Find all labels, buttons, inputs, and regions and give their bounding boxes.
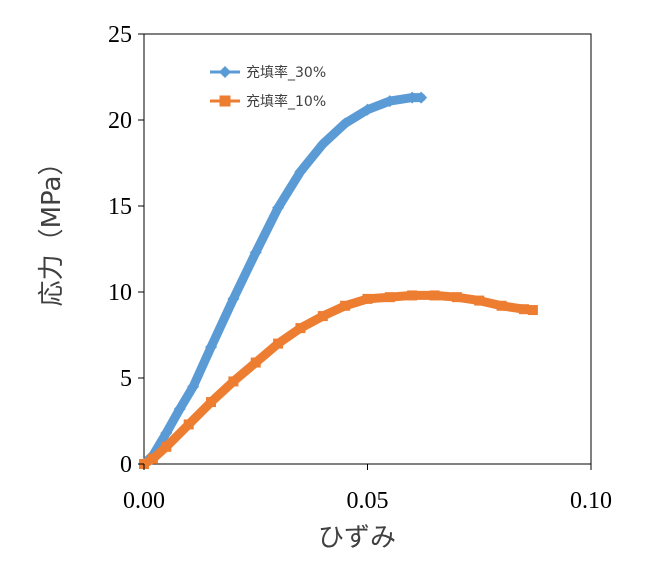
data-point-series-1 — [228, 376, 239, 387]
data-point-series-1 — [451, 292, 462, 303]
y-tick-label: 20 — [108, 108, 132, 134]
data-point-series-0 — [294, 165, 307, 178]
data-point-series-1 — [362, 293, 373, 304]
legend-marker-square — [219, 95, 231, 107]
y-tick-label: 5 — [120, 366, 132, 392]
data-point-series-1 — [384, 292, 395, 303]
y-tick-label: 0 — [120, 452, 132, 478]
data-point-series-0 — [383, 95, 396, 108]
data-point-series-0 — [187, 380, 200, 393]
y-tick-label: 10 — [108, 280, 132, 306]
x-axis-title: ひずみ — [318, 523, 396, 553]
series-layer — [138, 91, 538, 470]
legend-label-series-30: 充填率_30% — [246, 64, 326, 81]
data-point-series-0 — [339, 117, 352, 130]
data-point-series-1 — [183, 419, 194, 430]
x-tick-label: 0.00 — [123, 488, 165, 514]
data-point-series-0 — [227, 292, 240, 305]
data-point-series-1 — [474, 295, 485, 306]
data-point-series-1 — [340, 300, 351, 311]
data-point-series-1 — [147, 453, 158, 464]
data-point-series-1 — [161, 441, 172, 452]
data-point-series-1 — [206, 397, 217, 408]
data-point-series-0 — [249, 246, 262, 259]
data-point-series-0 — [205, 341, 218, 354]
data-point-series-0 — [316, 138, 329, 151]
x-tick-label: 0.10 — [570, 488, 612, 514]
data-point-series-1 — [496, 300, 507, 311]
axis-layer: 0 5 10 15 20 25 0.00 0.05 0.10 — [108, 22, 612, 514]
y-tick-label: 25 — [108, 22, 132, 48]
data-point-series-1 — [317, 311, 328, 322]
data-point-series-0 — [361, 103, 374, 116]
data-point-series-1 — [273, 338, 284, 349]
data-point-series-1 — [250, 357, 261, 368]
x-tick-label: 0.05 — [347, 488, 389, 514]
data-point-series-1 — [407, 290, 418, 301]
data-point-series-1 — [518, 304, 529, 315]
y-axis-title: 応力（MPa） — [37, 150, 67, 307]
data-point-series-0 — [406, 91, 419, 104]
series-line-0 — [139, 93, 426, 469]
data-point-series-1 — [429, 290, 440, 301]
data-point-series-0 — [415, 91, 428, 104]
legend-marker-diamond — [219, 66, 231, 78]
y-tick-label: 15 — [108, 194, 132, 220]
data-point-series-0 — [173, 402, 186, 415]
data-point-series-1 — [527, 305, 538, 316]
data-point-series-0 — [272, 201, 285, 214]
legend: 充填率_30% 充填率_10% — [210, 64, 326, 110]
legend-label-series-10: 充填率_10% — [246, 93, 326, 110]
data-point-series-1 — [295, 323, 306, 334]
data-point-series-0 — [160, 427, 173, 440]
